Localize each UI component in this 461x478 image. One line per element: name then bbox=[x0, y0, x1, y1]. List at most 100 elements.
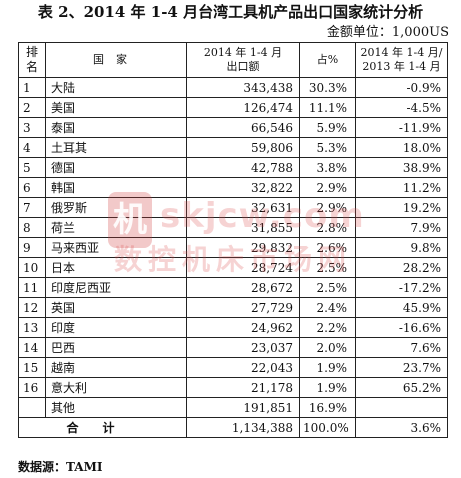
cell-growth: 45.9% bbox=[355, 297, 448, 318]
table-row: 4 土耳其 59,806 5.3% 18.0% bbox=[18, 137, 448, 158]
table-row: 14 巴西 23,037 2.0% 7.6% bbox=[18, 337, 448, 358]
cell-country: 大陆 bbox=[45, 77, 187, 98]
cell-country: 其他 bbox=[45, 397, 187, 418]
cell-share: 16.9% bbox=[299, 397, 356, 418]
cell-rank: 9 bbox=[18, 237, 46, 258]
total-growth: 3.6% bbox=[355, 417, 448, 438]
cell-growth: -16.6% bbox=[355, 317, 448, 338]
cell-share: 11.1% bbox=[299, 97, 356, 118]
cell-country: 泰国 bbox=[45, 117, 187, 138]
cell-country: 印度尼西亚 bbox=[45, 277, 187, 298]
cell-amount: 42,788 bbox=[186, 157, 300, 178]
cell-share: 5.3% bbox=[299, 137, 356, 158]
header-amount-line2: 出口额 bbox=[226, 60, 260, 73]
cell-rank: 5 bbox=[18, 157, 46, 178]
table-row: 8 荷兰 31,855 2.8% 7.9% bbox=[18, 217, 448, 238]
table-row: 16 意大利 21,178 1.9% 65.2% bbox=[18, 377, 448, 398]
header-rank: 排 名 bbox=[18, 42, 46, 78]
cell-country: 德国 bbox=[45, 157, 187, 178]
table-row: 1 大陆 343,438 30.3% -0.9% bbox=[18, 77, 448, 98]
cell-rank: 10 bbox=[18, 257, 46, 278]
cell-rank: 2 bbox=[18, 97, 46, 118]
cell-amount: 191,851 bbox=[186, 397, 300, 418]
cell-country: 韩国 bbox=[45, 177, 187, 198]
cell-amount: 21,178 bbox=[186, 377, 300, 398]
cell-growth: 9.8% bbox=[355, 237, 448, 258]
cell-country: 土耳其 bbox=[45, 137, 187, 158]
cell-amount: 28,724 bbox=[186, 257, 300, 278]
document-title: 表 2、2014 年 1-4 月台湾工具机产品出口国家统计分析 bbox=[37, 3, 424, 21]
cell-amount: 32,822 bbox=[186, 177, 300, 198]
cell-rank: 12 bbox=[18, 297, 46, 318]
cell-growth: -11.9% bbox=[355, 117, 448, 138]
cell-share: 2.9% bbox=[299, 197, 356, 218]
cell-amount: 32,631 bbox=[186, 197, 300, 218]
currency-unit-note: 金额单位：1,000US bbox=[326, 25, 449, 40]
header-growth-line1: 2014 年 1-4 月/ bbox=[360, 46, 443, 59]
cell-growth: 7.6% bbox=[355, 337, 448, 358]
cell-amount: 27,729 bbox=[186, 297, 300, 318]
table-row: 11 印度尼西亚 28,672 2.5% -17.2% bbox=[18, 277, 448, 298]
cell-share: 2.4% bbox=[299, 297, 356, 318]
cell-amount: 29,832 bbox=[186, 237, 300, 258]
cell-rank: 15 bbox=[18, 357, 46, 378]
cell-share: 2.0% bbox=[299, 337, 356, 358]
cell-growth: 18.0% bbox=[355, 137, 448, 158]
cell-country: 巴西 bbox=[45, 337, 187, 358]
cell-amount: 59,806 bbox=[186, 137, 300, 158]
cell-country: 俄罗斯 bbox=[45, 197, 187, 218]
cell-growth bbox=[355, 397, 448, 418]
cell-country: 荷兰 bbox=[45, 217, 187, 238]
table-row: 13 印度 24,962 2.2% -16.6% bbox=[18, 317, 448, 338]
cell-growth: -0.9% bbox=[355, 77, 448, 98]
cell-rank: 8 bbox=[18, 217, 46, 238]
data-source-note: 数据源：TAMI bbox=[18, 460, 103, 474]
table-row: 2 美国 126,474 11.1% -4.5% bbox=[18, 97, 448, 118]
cell-share: 2.8% bbox=[299, 217, 356, 238]
cell-share: 3.8% bbox=[299, 157, 356, 178]
cell-growth: 7.9% bbox=[355, 217, 448, 238]
cell-amount: 22,043 bbox=[186, 357, 300, 378]
table-row: 其他 191,851 16.9% bbox=[18, 397, 448, 418]
cell-country: 日本 bbox=[45, 257, 187, 278]
cell-share: 5.9% bbox=[299, 117, 356, 138]
table-row: 3 泰国 66,546 5.9% -11.9% bbox=[18, 117, 448, 138]
cell-rank: 14 bbox=[18, 337, 46, 358]
table-row: 10 日本 28,724 2.5% 28.2% bbox=[18, 257, 448, 278]
cell-growth: 11.2% bbox=[355, 177, 448, 198]
total-amount: 1,134,388 bbox=[186, 417, 300, 438]
table-row: 5 德国 42,788 3.8% 38.9% bbox=[18, 157, 448, 178]
header-amount-line1: 2014 年 1-4 月 bbox=[203, 46, 283, 59]
cell-rank: 7 bbox=[18, 197, 46, 218]
total-label: 合计 bbox=[18, 417, 187, 438]
cell-growth: -17.2% bbox=[355, 277, 448, 298]
header-growth: 2014 年 1-4 月/ 2013 年 1-4 月 bbox=[355, 42, 448, 78]
cell-rank: 3 bbox=[18, 117, 46, 138]
cell-country: 美国 bbox=[45, 97, 187, 118]
table-row: 12 英国 27,729 2.4% 45.9% bbox=[18, 297, 448, 318]
cell-country: 英国 bbox=[45, 297, 187, 318]
cell-share: 2.5% bbox=[299, 257, 356, 278]
table-row: 15 越南 22,043 1.9% 23.7% bbox=[18, 357, 448, 378]
header-growth-line2: 2013 年 1-4 月 bbox=[362, 60, 441, 73]
cell-share: 2.5% bbox=[299, 277, 356, 298]
cell-growth: 19.2% bbox=[355, 197, 448, 218]
cell-country: 越南 bbox=[45, 357, 187, 378]
cell-rank: 6 bbox=[18, 177, 46, 198]
cell-share: 1.9% bbox=[299, 357, 356, 378]
cell-rank bbox=[18, 397, 46, 418]
cell-country: 意大利 bbox=[45, 377, 187, 398]
cell-amount: 23,037 bbox=[186, 337, 300, 358]
header-rank-line2: 名 bbox=[25, 60, 38, 74]
cell-amount: 343,438 bbox=[186, 77, 300, 98]
table-row: 9 马来西亚 29,832 2.6% 9.8% bbox=[18, 237, 448, 258]
table-header-row: 排 名 国家 2014 年 1-4 月 出口额 占% 2014 年 1-4 月/… bbox=[18, 42, 448, 78]
header-share: 占% bbox=[299, 42, 356, 78]
cell-rank: 16 bbox=[18, 377, 46, 398]
cell-share: 2.2% bbox=[299, 317, 356, 338]
cell-country: 印度 bbox=[45, 317, 187, 338]
cell-growth: 28.2% bbox=[355, 257, 448, 278]
cell-rank: 13 bbox=[18, 317, 46, 338]
total-row: 合计 1,134,388 100.0% 3.6% bbox=[18, 417, 448, 438]
table-row: 7 俄罗斯 32,631 2.9% 19.2% bbox=[18, 197, 448, 218]
